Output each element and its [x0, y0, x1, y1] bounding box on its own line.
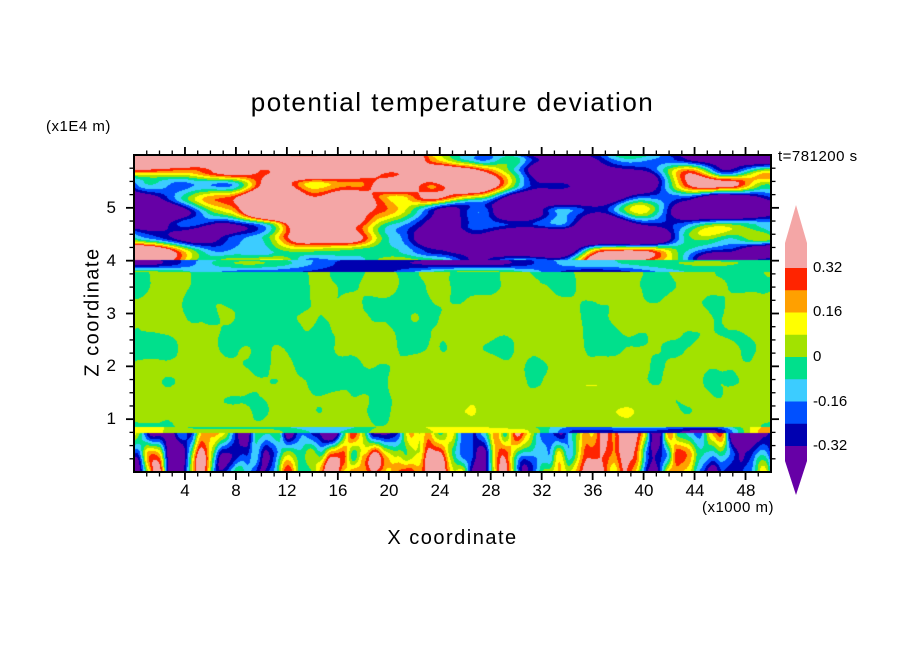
- x-tick-label: 44: [685, 481, 705, 500]
- colorbar-tick-label: 0.16: [813, 303, 843, 320]
- x-axis-unit-label: (x1000 m): [701, 499, 774, 516]
- z-tick-label: 3: [106, 304, 116, 323]
- x-tick-label: 36: [583, 481, 603, 500]
- heatmap-field: [134, 155, 771, 472]
- z-tick-label: 2: [106, 356, 116, 375]
- z-tick-label: 5: [106, 198, 116, 217]
- x-tick-label: 4: [180, 481, 190, 500]
- colorbar-tick-label: 0.32: [813, 259, 843, 276]
- x-axis-title: X coordinate: [387, 527, 518, 549]
- x-tick-label: 28: [481, 481, 501, 500]
- z-tick-label: 1: [106, 409, 116, 428]
- x-tick-label: 48: [736, 481, 756, 500]
- chart-title: potential temperature deviation: [250, 87, 655, 117]
- time-annotation: t=781200 s: [778, 148, 858, 165]
- colorbar-tick-label: 0: [813, 348, 822, 365]
- x-tick-label: 40: [634, 481, 654, 500]
- x-tick-label: 20: [379, 481, 399, 500]
- x-tick-label: 16: [328, 481, 348, 500]
- z-tick-label: 4: [106, 251, 116, 270]
- x-tick-label: 24: [430, 481, 450, 500]
- colorbar-tick-label: -0.32: [813, 437, 848, 454]
- colorbar-tick-label: -0.16: [813, 393, 848, 410]
- x-tick-label: 12: [277, 481, 297, 500]
- colorbar: [785, 205, 807, 495]
- x-tick-label: 8: [231, 481, 241, 500]
- x-tick-label: 32: [532, 481, 552, 500]
- z-axis-unit-label: (x1E4 m): [46, 118, 111, 135]
